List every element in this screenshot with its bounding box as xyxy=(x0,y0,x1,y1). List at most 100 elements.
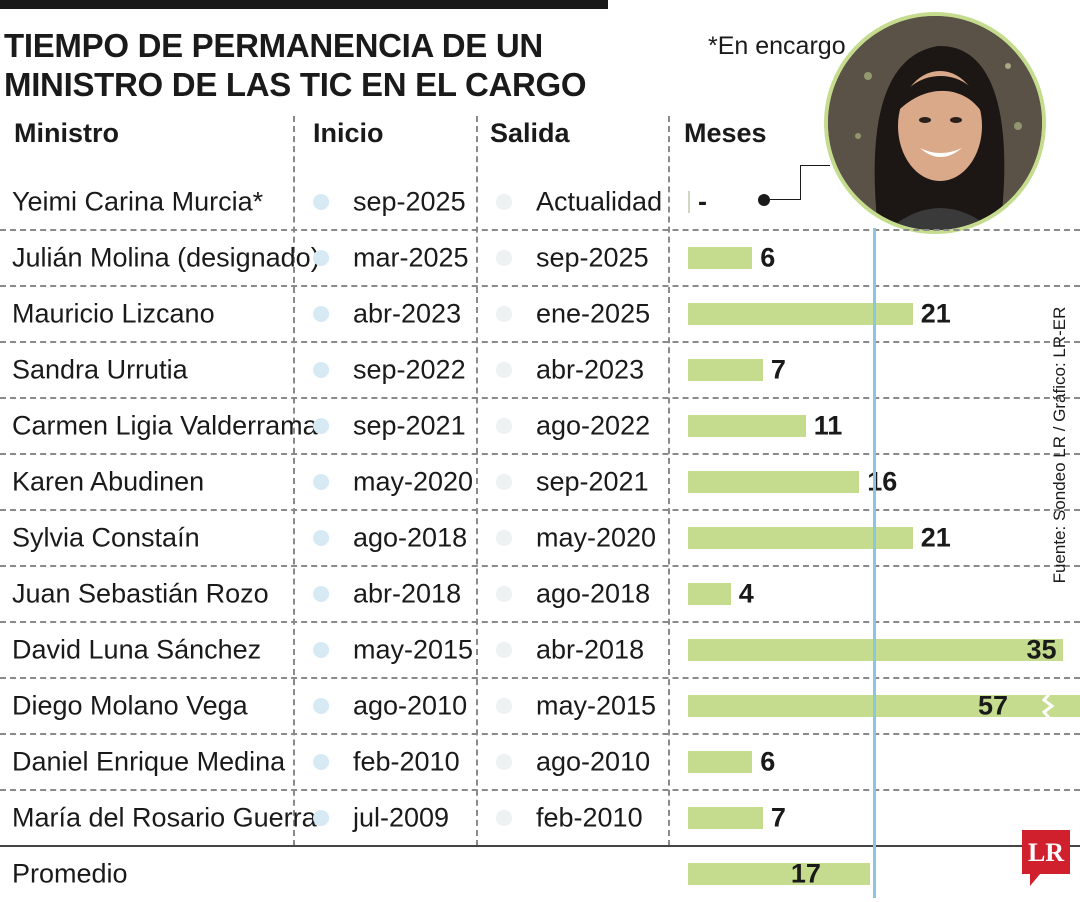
table-row: Carmen Ligia Valderrama sep-2021 ago-2022 1… xyxy=(0,398,1080,454)
minister-name: Yeimi Carina Murcia* xyxy=(12,186,264,217)
end-date-dot-icon xyxy=(496,810,512,826)
start-date-dot-icon xyxy=(313,586,329,602)
minister-name: María del Rosario Guerra xyxy=(12,802,317,833)
start-date-dot-icon xyxy=(313,642,329,658)
start-date-dot-icon xyxy=(313,362,329,378)
end-date-dot-icon xyxy=(496,418,512,434)
start-date: abr-2023 xyxy=(353,298,462,329)
start-date: ago-2018 xyxy=(353,522,468,553)
start-date-dot-icon xyxy=(313,474,329,490)
end-date-dot-icon xyxy=(496,754,512,770)
bar xyxy=(688,247,752,269)
bar-value-label: 57 xyxy=(978,690,1009,721)
lr-logo: LR xyxy=(1022,830,1070,886)
average-value-label: 17 xyxy=(790,858,821,889)
row-divider xyxy=(0,229,1080,231)
summary-divider xyxy=(0,845,1080,847)
column-header-start: Inicio xyxy=(313,118,384,148)
start-date-dot-icon xyxy=(313,698,329,714)
start-date: abr-2018 xyxy=(353,578,462,609)
end-date: ago-2018 xyxy=(536,578,651,609)
bar-value-label: 16 xyxy=(867,466,898,497)
minister-name: Daniel Enrique Medina xyxy=(12,746,286,777)
end-date: Actualidad xyxy=(536,186,663,217)
row-divider xyxy=(0,509,1080,511)
start-date: sep-2025 xyxy=(353,186,466,217)
start-date: feb-2010 xyxy=(353,746,460,777)
end-date: ene-2025 xyxy=(536,298,651,329)
table-row: Juan Sebastián Rozo abr-2018 ago-2018 4 xyxy=(0,566,1080,622)
portrait-pointer-line-top xyxy=(800,165,830,166)
bar xyxy=(688,359,763,381)
end-date: may-2020 xyxy=(536,522,657,553)
minister-name: Sandra Urrutia xyxy=(12,354,188,385)
bar-placeholder xyxy=(688,191,690,213)
bar-value-label: 35 xyxy=(1026,634,1057,665)
bar-value-label: 7 xyxy=(770,802,786,833)
bar-value-label: 11 xyxy=(813,410,843,441)
bar-value-label: - xyxy=(698,186,707,217)
end-date: sep-2021 xyxy=(536,466,649,497)
row-divider xyxy=(0,621,1080,623)
start-date-dot-icon xyxy=(313,810,329,826)
start-date-dot-icon xyxy=(313,754,329,770)
portrait-illustration xyxy=(828,16,1042,230)
column-separator xyxy=(476,116,478,846)
start-date: sep-2021 xyxy=(353,410,466,441)
end-date-dot-icon xyxy=(496,586,512,602)
table-row: Diego Molano Vega ago-2010 may-2015 57 xyxy=(0,678,1080,734)
column-header-minister: Ministro xyxy=(14,118,119,148)
row-divider xyxy=(0,285,1080,287)
end-date-dot-icon xyxy=(496,194,512,210)
start-date: may-2015 xyxy=(353,634,474,665)
table-row: Yeimi Carina Murcia* sep-2025 Actualidad - xyxy=(0,174,1080,230)
bar xyxy=(688,807,763,829)
start-date-dot-icon xyxy=(313,530,329,546)
end-date: ago-2010 xyxy=(536,746,651,777)
bar-value-label: 21 xyxy=(920,298,951,329)
bar-value-label: 21 xyxy=(920,522,951,553)
bar xyxy=(688,527,913,549)
end-date-dot-icon xyxy=(496,474,512,490)
chart-title-line-2: MINISTRO DE LAS TIC EN EL CARGO xyxy=(4,66,587,103)
minister-name: Diego Molano Vega xyxy=(12,690,248,721)
start-date: may-2020 xyxy=(353,466,474,497)
average-reference-line xyxy=(873,228,876,898)
end-date-dot-icon xyxy=(496,250,512,266)
axis-break-icon xyxy=(1042,693,1055,719)
start-date-dot-icon xyxy=(313,194,329,210)
minister-name: Mauricio Lizcano xyxy=(12,298,215,329)
row-divider xyxy=(0,789,1080,791)
end-date-dot-icon xyxy=(496,530,512,546)
minister-name: Julián Molina (designado) xyxy=(12,242,320,273)
portrait-pointer-line xyxy=(765,199,801,200)
minister-name: David Luna Sánchez xyxy=(12,634,262,665)
start-date-dot-icon xyxy=(313,418,329,434)
end-date: may-2015 xyxy=(536,690,657,721)
logo-badge-icon xyxy=(1022,830,1070,886)
end-date: sep-2025 xyxy=(536,242,649,273)
bar xyxy=(688,583,731,605)
table-row: Sandra Urrutia sep-2022 abr-2023 7 xyxy=(0,342,1080,398)
start-date: jul-2009 xyxy=(353,802,450,833)
table-row: Julián Molina (designado) mar-2025 sep-202… xyxy=(0,230,1080,286)
end-date-dot-icon xyxy=(496,642,512,658)
table-row: Karen Abudinen may-2020 sep-2021 16 xyxy=(0,454,1080,510)
minister-name: Carmen Ligia Valderrama xyxy=(12,410,318,441)
source-credit: Fuente: Sondeo LR / Gráfico: LR-ER xyxy=(1050,306,1069,584)
bar xyxy=(688,751,752,773)
bar-value-label: 6 xyxy=(760,746,776,777)
average-bar xyxy=(688,863,870,885)
column-header-end: Salida xyxy=(490,118,570,148)
acting-note: *En encargo xyxy=(708,32,846,60)
table-row: David Luna Sánchez may-2015 abr-2018 35 xyxy=(0,622,1080,678)
portrait-pointer-dot xyxy=(758,194,770,206)
bar xyxy=(688,415,806,437)
minister-name: Karen Abudinen xyxy=(12,466,205,497)
row-divider xyxy=(0,453,1080,455)
bar-value-label: 4 xyxy=(738,578,754,609)
chart-title: TIEMPO DE PERMANENCIA DE UN MINISTRO DE … xyxy=(4,26,624,104)
summary-label: Promedio xyxy=(12,858,128,889)
summary-row: Promedio 17 xyxy=(0,846,1080,902)
start-date: mar-2025 xyxy=(353,242,469,273)
